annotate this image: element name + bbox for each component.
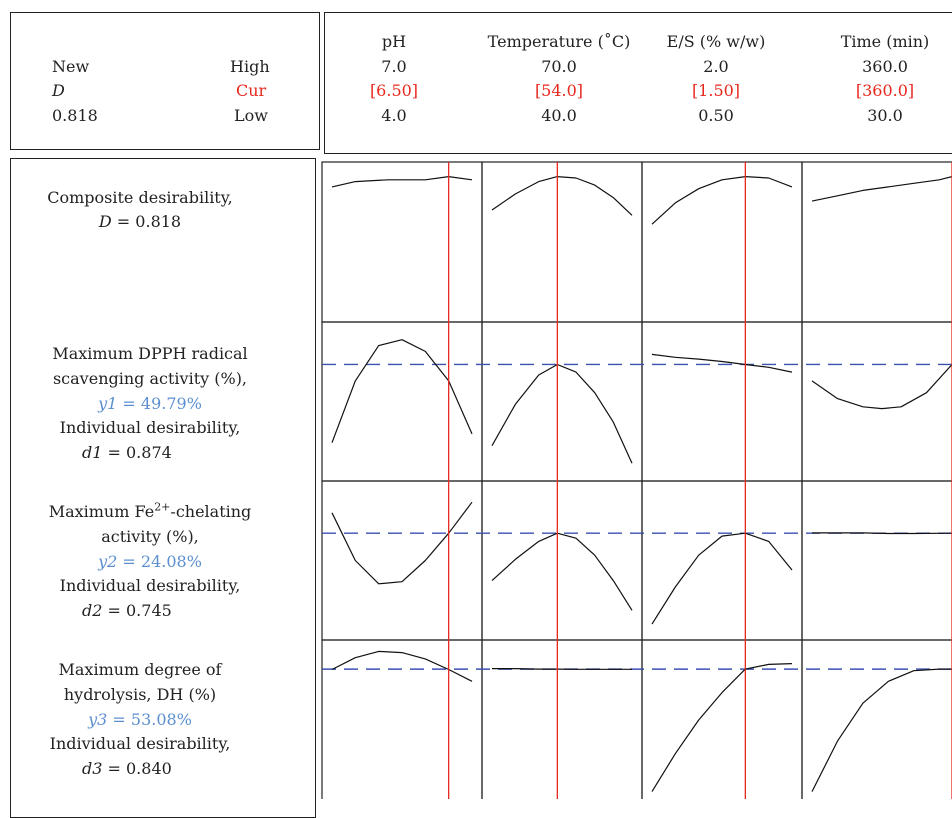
composite-value: D = 0.818: [98, 212, 182, 231]
profile-curve-y2-3: [651, 532, 793, 625]
profile-curve-y3-1: [331, 650, 473, 682]
individual-desirability-label: Individual desirability,: [49, 734, 231, 753]
factor-high: 70.0: [541, 57, 577, 76]
profile-curve-y2-1: [331, 501, 473, 585]
factor-high: 360.0: [862, 57, 908, 76]
panel-frame: [801, 639, 952, 799]
factor-name: E/S (% w/w): [666, 32, 766, 51]
factor-name: pH: [381, 32, 407, 51]
response-label-line: scavenging activity (%),: [52, 369, 248, 388]
profile-curve-y1-2: [491, 363, 633, 464]
profile-curve-y3-2: [492, 667, 632, 670]
d-value: 0.818: [52, 106, 98, 125]
panel-frame: [481, 639, 643, 799]
profile-curve-D-4: [811, 176, 952, 202]
profile-curve-y3-3: [651, 663, 793, 792]
panel-frame: [641, 321, 803, 482]
factor-name: Time (min): [840, 32, 930, 51]
settings-box: [10, 12, 320, 150]
profile-curve-y1-1: [331, 339, 473, 443]
factor-current: [1.50]: [691, 81, 741, 100]
factor-high: 2.0: [703, 57, 729, 76]
panel-frame: [641, 161, 803, 323]
panel-frame: [481, 161, 643, 323]
high-label: High: [230, 57, 270, 76]
response-predicted-value: y1 = 49.79%: [98, 394, 202, 413]
profile-curve-y1-4: [811, 364, 952, 410]
panel-frame: [321, 161, 483, 323]
profile-plot: [321, 161, 952, 799]
composite-label: Composite desirability,: [47, 188, 233, 207]
panel-frame: [321, 639, 483, 799]
individual-desirability-label: Individual desirability,: [59, 418, 241, 437]
panel-frame: [641, 480, 803, 641]
panel-frame: [801, 480, 952, 641]
response-predicted-value: y3 = 53.08%: [88, 710, 192, 729]
response-predicted-value: y2 = 24.08%: [98, 552, 202, 571]
response-label-line: activity (%),: [101, 527, 199, 546]
factor-low: 4.0: [381, 106, 407, 125]
factor-low: 40.0: [541, 106, 577, 125]
panel-frame: [801, 321, 952, 482]
low-label: Low: [234, 106, 268, 125]
individual-desirability-value: d1 = 0.874: [82, 443, 172, 462]
panel-frame: [481, 480, 643, 641]
profile-curve-D-1: [331, 176, 473, 188]
factor-high: 7.0: [381, 57, 407, 76]
factor-current: [54.0]: [534, 81, 584, 100]
panel-frame: [801, 161, 952, 323]
factor-current: [360.0]: [855, 81, 915, 100]
new-label: New: [52, 57, 90, 76]
individual-desirability-label: Individual desirability,: [59, 576, 241, 595]
response-label-line: hydrolysis, DH (%): [63, 685, 217, 704]
profile-curve-D-3: [651, 176, 793, 225]
response-label-line: Maximum Fe2+-chelating: [48, 500, 252, 521]
factor-name: Temperature (˚C): [487, 32, 631, 51]
profile-curve-y2-4: [812, 532, 952, 535]
d-label: D: [52, 81, 65, 100]
individual-desirability-value: d3 = 0.840: [82, 759, 172, 778]
panel-frame: [481, 321, 643, 482]
profile-curve-y2-2: [491, 532, 633, 611]
cur-label: Cur: [236, 81, 267, 100]
factor-low: 30.0: [867, 106, 903, 125]
response-label-line: Maximum DPPH radical: [52, 344, 248, 363]
profile-curve-D-2: [491, 176, 633, 216]
profile-curve-y3-4: [811, 668, 952, 792]
response-label-line: Maximum degree of: [58, 660, 222, 679]
factor-settings-box: [324, 12, 952, 154]
panel-frame: [321, 480, 483, 641]
factor-current: [6.50]: [369, 81, 419, 100]
individual-desirability-value: d2 = 0.745: [82, 601, 172, 620]
factor-low: 0.50: [698, 106, 734, 125]
profile-curve-y1-3: [651, 353, 793, 373]
